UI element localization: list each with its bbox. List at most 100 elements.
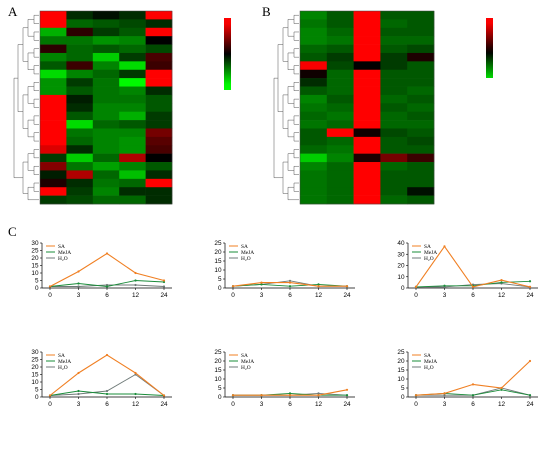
heatmap-cell bbox=[145, 153, 173, 163]
heatmap-cell bbox=[92, 120, 120, 129]
y-tick-label: 25 bbox=[214, 240, 222, 247]
x-tick-label: 6 bbox=[471, 292, 475, 299]
dendrogram-branch bbox=[33, 115, 39, 125]
heatmap-cell bbox=[92, 170, 120, 180]
heatmap-cell bbox=[40, 52, 67, 62]
data-point-sa bbox=[500, 386, 503, 390]
dendrogram-branch bbox=[27, 86, 34, 104]
heatmap-cell bbox=[300, 61, 328, 71]
heatmap-cell bbox=[407, 44, 435, 54]
data-point-sa bbox=[414, 394, 418, 397]
heatmap-cell bbox=[119, 103, 146, 112]
x-tick-label: 0 bbox=[231, 401, 235, 408]
y-tick-label: 5 bbox=[218, 385, 222, 392]
heatmap-cell bbox=[353, 61, 381, 71]
heatmap-cell bbox=[300, 36, 328, 45]
heatmap-cell bbox=[380, 170, 408, 180]
legend-label: MeJA bbox=[241, 359, 254, 365]
heatmap-cell bbox=[300, 120, 328, 129]
heatmap-cell bbox=[119, 52, 146, 62]
heatmap-cell bbox=[353, 86, 381, 96]
heatmap-cell bbox=[66, 69, 94, 79]
heatmap-cell bbox=[300, 19, 328, 29]
heatmap-cell bbox=[119, 78, 146, 87]
heatmap-cell bbox=[326, 11, 354, 20]
x-tick-label: 24 bbox=[343, 401, 351, 408]
y-tick-label: 5 bbox=[35, 387, 39, 394]
data-point-sa bbox=[162, 394, 166, 397]
heatmap-a bbox=[13, 10, 231, 205]
heatmap-cell bbox=[407, 86, 435, 96]
heatmap-cell bbox=[92, 11, 120, 20]
heatmap-cell bbox=[119, 153, 146, 163]
heatmap-cell bbox=[380, 36, 408, 45]
heatmaps bbox=[13, 10, 493, 205]
heatmap-cell bbox=[40, 170, 67, 180]
heatmap-cell bbox=[119, 36, 146, 45]
heatmap-cell bbox=[380, 52, 408, 62]
heatmap-cell bbox=[92, 103, 120, 112]
x-tick-label: 12 bbox=[315, 401, 323, 408]
heatmap-cell bbox=[92, 27, 120, 37]
y-tick-label: 10 bbox=[31, 379, 39, 386]
x-tick-label: 6 bbox=[105, 292, 109, 299]
heatmap-cell bbox=[66, 52, 94, 62]
heatmap-cell bbox=[40, 36, 67, 45]
heatmap-cell bbox=[145, 195, 173, 205]
y-tick-label: 25 bbox=[31, 248, 39, 255]
heatmap-cell bbox=[40, 19, 67, 29]
dendrogram-branch bbox=[277, 44, 283, 112]
data-point-meja bbox=[77, 282, 80, 285]
y-tick-label: 20 bbox=[31, 255, 39, 262]
y-tick-label: 10 bbox=[31, 270, 39, 277]
dendrogram-branch bbox=[287, 52, 294, 70]
heatmap-cell bbox=[353, 145, 381, 154]
y-tick-label: 10 bbox=[397, 376, 405, 383]
heatmap-cell bbox=[66, 78, 94, 87]
heatmap-cell bbox=[353, 178, 381, 188]
heatmap-cell bbox=[40, 27, 67, 37]
data-point-meja bbox=[288, 285, 292, 288]
data-point-meja bbox=[317, 283, 320, 286]
heatmap-cell bbox=[119, 120, 146, 129]
heatmap-cell bbox=[92, 187, 120, 196]
y-tick-label: 30 bbox=[31, 349, 39, 356]
heatmap-cell bbox=[66, 61, 94, 71]
heatmap-cell bbox=[40, 94, 67, 104]
heatmap-cell bbox=[119, 195, 146, 205]
heatmap-cell bbox=[353, 153, 381, 163]
heatmap-cell bbox=[145, 86, 173, 96]
heatmap-cell bbox=[353, 44, 381, 54]
y-tick-label: 5 bbox=[401, 385, 405, 392]
heatmap-cell bbox=[66, 153, 94, 163]
dendrogram-branch bbox=[33, 182, 39, 192]
heatmap-cell bbox=[66, 178, 94, 188]
heatmap-cell bbox=[380, 78, 408, 87]
heatmap-cell bbox=[119, 61, 146, 71]
heatmap-cell bbox=[353, 162, 381, 171]
dendrogram-branch bbox=[33, 98, 39, 108]
heatmap-cell bbox=[300, 103, 328, 112]
heatmap-cell bbox=[353, 11, 381, 20]
heatmap-cell bbox=[407, 187, 435, 196]
heatmap-cell bbox=[326, 187, 354, 196]
data-point-sa bbox=[288, 394, 292, 397]
heatmap-border bbox=[299, 10, 435, 205]
data-point-sa bbox=[162, 279, 166, 282]
dendrogram-branch bbox=[293, 149, 299, 159]
heatmap-cell bbox=[92, 69, 120, 79]
heatmap-cell bbox=[380, 128, 408, 138]
dendrogram-branch bbox=[293, 65, 299, 75]
heatmap-cell bbox=[40, 103, 67, 112]
y-tick-label: 25 bbox=[214, 349, 222, 356]
dendrogram-branch bbox=[287, 19, 294, 37]
heatmap-cell bbox=[380, 44, 408, 54]
heatmap-cell bbox=[119, 187, 146, 196]
colorbar bbox=[224, 18, 231, 90]
heatmap-cell bbox=[380, 11, 408, 20]
heatmap-cell bbox=[326, 178, 354, 188]
x-tick-label: 3 bbox=[443, 292, 447, 299]
heatmap-cell bbox=[40, 178, 67, 188]
